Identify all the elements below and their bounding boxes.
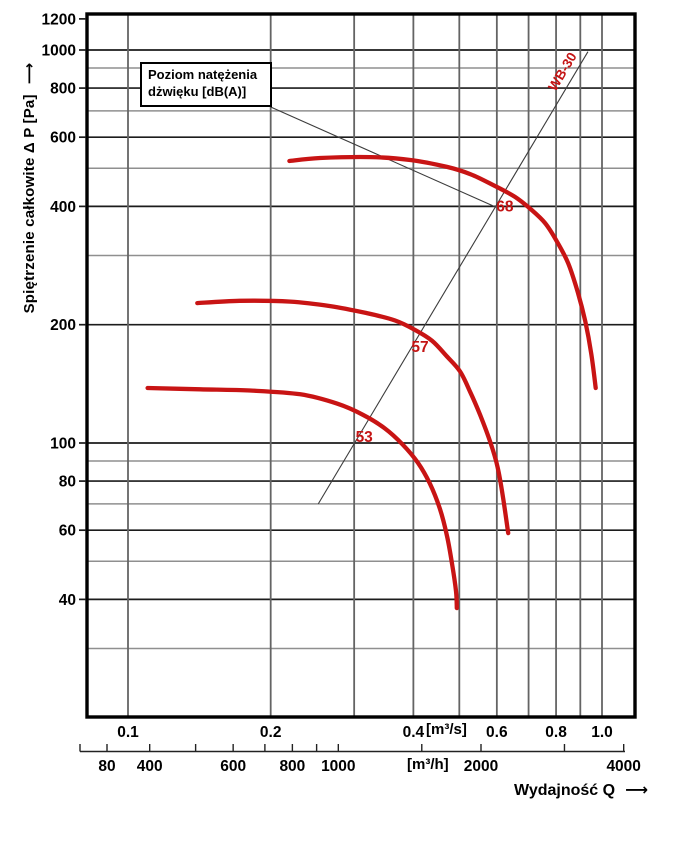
sound-level-annotation-box: Poziom natężenia dżwięku [dB(A)] <box>140 62 272 107</box>
x-axis-unit-m3s: [m³/s] <box>426 721 467 738</box>
x-tick-label-m3s: 0.2 <box>260 724 282 741</box>
ruler-label-m3h: 800 <box>279 758 305 775</box>
annotation-line-1: Poziom natężenia <box>148 67 258 82</box>
x-axis-unit-m3h: [m³/h] <box>407 756 449 773</box>
ruler-label-m3h: 2000 <box>464 758 498 775</box>
fan-curve-mid-speed <box>195 298 511 536</box>
x-tick-label-m3s: 0.8 <box>545 724 567 741</box>
fan-curve-low-speed <box>145 385 459 611</box>
ruler-label-m3h: 600 <box>220 758 246 775</box>
up-arrow-icon: ⟶ <box>20 62 38 85</box>
fan-model-label: WB-30 <box>545 50 579 94</box>
sound-level-label-53: 53 <box>356 429 374 446</box>
y-axis-title-text: Spiętrzenie całkowite Δ P [Pa] <box>21 94 38 314</box>
y-tick-label: 40 <box>59 592 76 609</box>
ruler-label-m3h: 4000 <box>606 758 640 775</box>
y-tick-label: 80 <box>59 474 76 491</box>
y-tick-label: 1200 <box>42 11 76 28</box>
right-arrow-icon: ⟶ <box>625 780 648 799</box>
ruler-label-m3h: 1000 <box>321 758 355 775</box>
noise-reference-line <box>317 51 589 505</box>
y-axis-title: Spiętrzenie całkowite Δ P [Pa] ⟶ <box>20 38 38 338</box>
y-tick-label: 60 <box>59 523 76 540</box>
ruler-label-m3h: 400 <box>137 758 163 775</box>
sound-level-label-68: 68 <box>496 198 514 215</box>
x-axis-title: Wydajność Q ⟶ <box>438 780 648 800</box>
sound-level-label-57: 57 <box>411 339 428 356</box>
x-tick-label-m3s: 0.4 <box>403 724 425 741</box>
y-tick-label: 400 <box>50 199 76 216</box>
ruler-label-m3h: 80 <box>98 758 115 775</box>
x-axis-title-text: Wydajność Q <box>514 782 616 799</box>
x-tick-label-m3s: 0.1 <box>117 724 139 741</box>
y-tick-label: 1000 <box>42 43 76 60</box>
y-tick-label: 600 <box>50 130 76 147</box>
plot-border <box>85 12 637 719</box>
x-tick-label-m3s: 0.6 <box>486 724 508 741</box>
y-tick-label: 100 <box>50 436 76 453</box>
annotation-line-2: dżwięku [dB(A)] <box>148 83 247 99</box>
fan-curve-high-speed <box>287 154 598 391</box>
y-tick-label: 200 <box>50 317 76 334</box>
y-tick-label: 800 <box>50 81 76 98</box>
x-tick-label-m3s: 1.0 <box>591 724 613 741</box>
